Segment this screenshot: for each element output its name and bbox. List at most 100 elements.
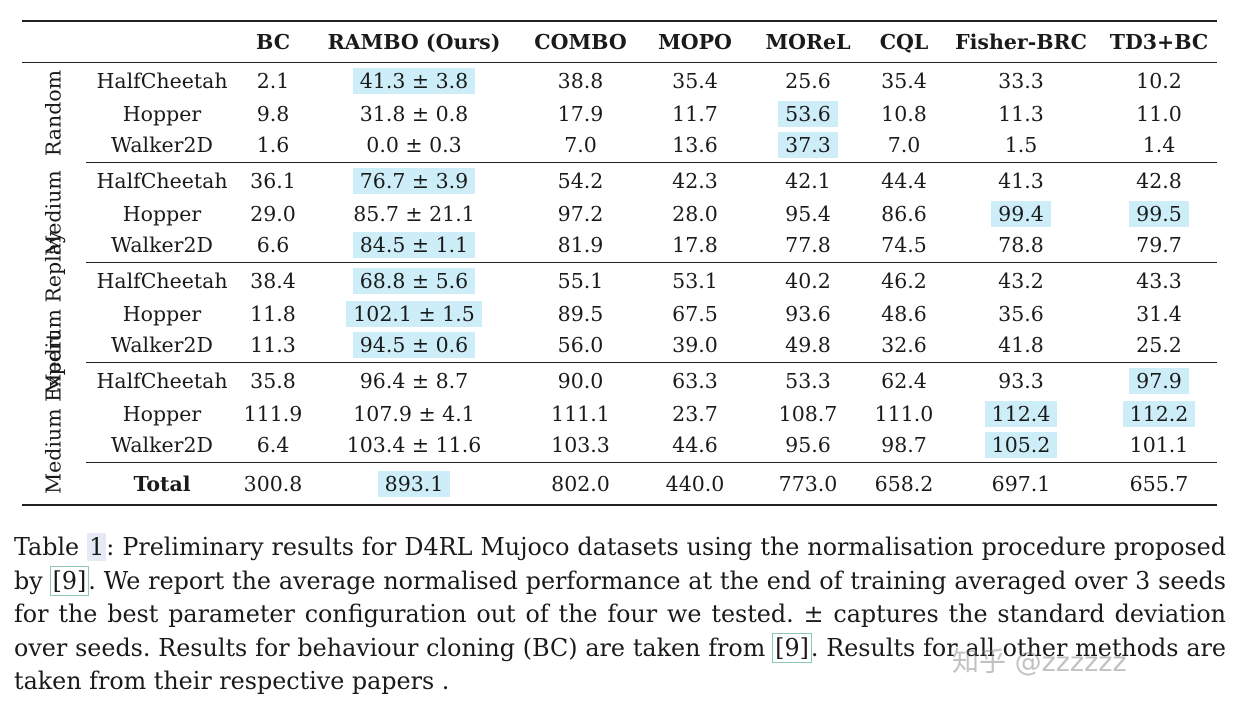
table-caption: Table 1: Preliminary results for D4RL Mu… [14,531,1226,699]
caption-text: . We report the average normalised perfo… [14,566,1226,662]
table-cell: 79.7 [1101,228,1217,263]
table-cell: 112.2 [1101,399,1217,429]
table-row: Medium HalfCheetah 36.1 76.7 ± 3.9 54.2 42.3 4… [22,163,1217,255]
table-cell: 31.4 [1136,301,1182,326]
table-cell: 54.2 [557,168,604,193]
table-cell: 49.8 [749,328,867,363]
best-result-highlight: 76.7 ± 3.9 [352,167,476,194]
group-label: Medium Expert [41,331,66,494]
table-cell: 42.1 [785,168,831,193]
table-cell: 48.6 [881,301,927,326]
column-header: COMBO [520,20,641,63]
table-header-row: BC RAMBO (Ours) COMBO MOPO MOReL CQL Fisher-BR… [22,20,1217,63]
table-row: Hopper 11.8 102.1 ± 1.5 89.5 67.5 93.6 48.6 35.… [22,299,1217,329]
env-name: Hopper [122,201,202,226]
table-cell: 77.8 [749,228,867,263]
table-cell: 1.5 [941,128,1101,163]
env-name: HalfCheetah [96,168,228,193]
table-cell: 112.4 [941,399,1101,429]
table-cell: 35.4 [672,68,718,93]
table-cell: 85.7 ± 21.1 [353,201,475,226]
table-cell: 37.3 [749,128,867,163]
table-cell: 111.9 [243,401,303,426]
best-result-highlight: 68.8 ± 5.6 [352,267,476,294]
table-cell: 31.8 ± 0.8 [359,101,469,126]
citation-link[interactable]: [9] [772,632,812,663]
table-cell: 74.5 [867,228,941,263]
group-cell: Medium Expert [22,332,86,494]
table-cell: 53.1 [672,268,718,293]
table-cell: 68.8 ± 5.6 [308,263,520,299]
best-result-highlight: 97.9 [1129,367,1189,394]
table-cell: 11.8 [250,301,296,326]
table-cell: 35.8 [250,368,296,393]
table-cell: 9.8 [256,101,290,126]
table-cell: 67.5 [672,301,718,326]
table-cell: 32.6 [867,328,941,363]
table-cell: 6.4 [238,428,308,463]
column-header: RAMBO (Ours) [308,20,520,63]
table-cell: 11.3 [238,328,308,363]
table-cell: 43.2 [998,268,1044,293]
table-cell: 29.0 [250,201,296,226]
table-cell: 53.6 [749,99,867,129]
group-cell: Random [22,63,86,163]
table-cell: 36.1 [250,168,296,193]
table-cell: 99.4 [941,199,1101,229]
total-label: Total [86,462,238,506]
best-result-highlight: 102.1 ± 1.5 [346,300,482,327]
table-cell: 103.3 [520,428,641,463]
table-row: Walker2D 11.3 94.5 ± 0.6 56.0 39.0 49.8 32.6 41… [22,328,1217,363]
table-row: Medium Replay HalfCheetah 38.4 68.8 ± 5.6 55… [22,231,1217,394]
table-cell: 93.6 [785,301,831,326]
table-cell: 103.4 ± 11.6 [308,428,520,463]
table-cell: 56.0 [520,328,641,363]
env-name: Walker2D [86,328,238,363]
table-cell: 107.9 ± 4.1 [353,401,475,426]
best-result-highlight: 53.6 [778,100,838,127]
caption-text: . Results for all other methods are take… [14,633,1226,696]
table-ref-link[interactable]: 1 [87,533,107,561]
table-cell: 111.0 [874,401,934,426]
table-cell: 94.5 ± 0.6 [308,328,520,363]
table-cell: 13.6 [641,128,749,163]
total-cell: 697.1 [941,462,1101,506]
best-result-highlight: 893.1 [377,470,451,497]
table-cell: 42.8 [1136,168,1182,193]
table-cell: 89.5 [557,301,604,326]
table-body: Random HalfCheetah 2.1 41.3 ± 3.8 38.8 35.4 25… [22,63,1217,506]
table-cell: 44.6 [641,428,749,463]
table-row: Medium Expert HalfCheetah 35.8 96.4 ± 8.7 90… [22,332,1217,493]
column-header: CQL [867,20,941,63]
table-cell: 90.0 [557,368,604,393]
citation-link[interactable]: [9] [49,565,90,596]
best-result-highlight: 99.4 [991,200,1051,227]
table-cell: 101.1 [1101,428,1217,463]
table-cell: 33.3 [998,68,1044,93]
env-name: Hopper [122,401,202,426]
table-cell: 11.7 [672,101,718,126]
table-cell: 1.4 [1101,128,1217,163]
table-cell: 78.8 [941,228,1101,263]
table-cell: 95.4 [785,201,831,226]
table-cell: 98.7 [867,428,941,463]
best-result-highlight: 112.4 [984,400,1058,427]
results-table: BC RAMBO (Ours) COMBO MOPO MOReL CQL Fisher-BR… [22,20,1217,506]
column-header: Fisher-BRC [941,20,1101,63]
best-result-highlight: 99.5 [1129,200,1189,227]
table-cell: 46.2 [881,268,927,293]
table-cell: 17.9 [557,101,604,126]
table-cell: 81.9 [520,228,641,263]
table-cell: 93.3 [998,368,1044,393]
table-cell: 11.3 [998,101,1044,126]
total-cell: 802.0 [520,462,641,506]
table-row: Walker2D 6.6 84.5 ± 1.1 81.9 17.8 77.8 74.5 78.… [22,228,1217,263]
table-row: Hopper 29.0 85.7 ± 21.1 97.2 28.0 95.4 86.6 99.… [22,199,1217,229]
table-cell: 62.4 [881,368,927,393]
table-cell: 53.3 [785,368,831,393]
best-result-highlight: 84.5 ± 1.1 [352,232,476,259]
best-result-highlight: 41.3 ± 3.8 [352,67,476,94]
column-header: MOReL [749,20,867,63]
table-cell: 95.6 [749,428,867,463]
table-cell: 41.3 [998,168,1044,193]
